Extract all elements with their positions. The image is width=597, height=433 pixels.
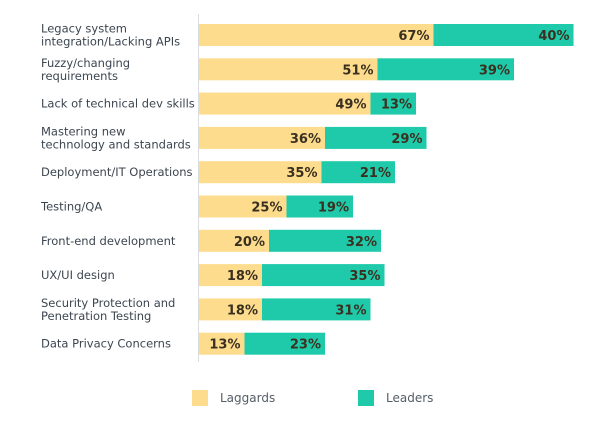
bar-laggards: [199, 24, 434, 46]
category-label: UX/UI design: [41, 268, 115, 282]
category-labels-group: Legacy system integration/Lacking APIs Fuz…: [40, 22, 195, 351]
data-label-laggards: 20%: [234, 235, 265, 250]
data-label-leaders: 35%: [349, 269, 380, 284]
data-label-laggards: 67%: [398, 29, 429, 44]
bar-laggards: [199, 195, 287, 218]
category-label: Front-end development: [41, 234, 176, 248]
data-label-laggards: 36%: [290, 132, 321, 147]
legend-swatch-laggards: [192, 390, 208, 406]
category-label: Mastering new technology and standards: [41, 124, 191, 151]
bar-laggards: [199, 92, 371, 115]
legend-label-laggards: Laggards: [220, 391, 276, 405]
bar-leaders: [377, 58, 514, 81]
bar-leaders: [269, 229, 381, 252]
bar-leaders: [370, 92, 416, 115]
bar-laggards: [199, 264, 262, 287]
bar-leaders: [262, 264, 385, 287]
data-label-leaders: 23%: [290, 338, 321, 353]
data-label-laggards: 25%: [251, 201, 282, 216]
data-label-laggards: 13%: [209, 338, 240, 353]
bar-laggards: [199, 298, 262, 321]
bars-group: 67% 40% 51% 39% 49% 13% 36% 29% 35% 21% 25% 19% 20% 3…: [199, 24, 574, 355]
data-label-leaders: 32%: [346, 235, 377, 250]
legend: Laggards Leaders: [0, 390, 597, 414]
bar-laggards: [199, 58, 378, 81]
bar-leaders: [244, 332, 325, 355]
bar-laggards: [199, 161, 322, 184]
category-label: Deployment/IT Operations: [41, 165, 193, 179]
category-label: Lack of technical dev skills: [41, 97, 195, 111]
bar-leaders: [433, 24, 574, 46]
legend-swatch-leaders: [358, 390, 374, 406]
data-label-laggards: 51%: [342, 63, 373, 78]
data-label-leaders: 31%: [335, 303, 366, 318]
data-label-laggards: 18%: [227, 303, 258, 318]
bar-laggards: [199, 126, 325, 149]
bar-laggards: [199, 229, 269, 252]
data-label-laggards: 35%: [286, 166, 317, 181]
category-label: Testing/QA: [40, 200, 102, 214]
category-label: Security Protection and Penetration Testi…: [41, 296, 175, 323]
bar-leaders: [325, 126, 427, 149]
data-label-leaders: 29%: [391, 132, 422, 147]
bar-laggards: [199, 332, 245, 355]
legend-item-leaders: Leaders: [358, 390, 433, 406]
data-label-leaders: 13%: [381, 98, 412, 113]
legend-label-leaders: Leaders: [386, 391, 434, 405]
bar-leaders: [321, 161, 395, 184]
stacked-bar-chart: 67% 40% 51% 39% 49% 13% 36% 29% 35% 21% 25% 19% 20% 3…: [40, 14, 574, 362]
data-label-leaders: 40%: [538, 29, 569, 44]
legend-item-laggards: Laggards: [192, 390, 275, 406]
category-label: Data Privacy Concerns: [41, 337, 171, 351]
category-label: Fuzzy/changing requirements: [41, 56, 130, 83]
bar-leaders: [262, 298, 371, 321]
category-label: Legacy system integration/Lacking APIs: [41, 22, 180, 49]
data-label-laggards: 18%: [227, 269, 258, 284]
data-label-leaders: 39%: [479, 63, 510, 78]
bar-leaders: [286, 195, 353, 218]
data-label-leaders: 21%: [360, 166, 391, 181]
data-label-laggards: 49%: [335, 98, 366, 113]
data-label-leaders: 19%: [318, 201, 349, 216]
